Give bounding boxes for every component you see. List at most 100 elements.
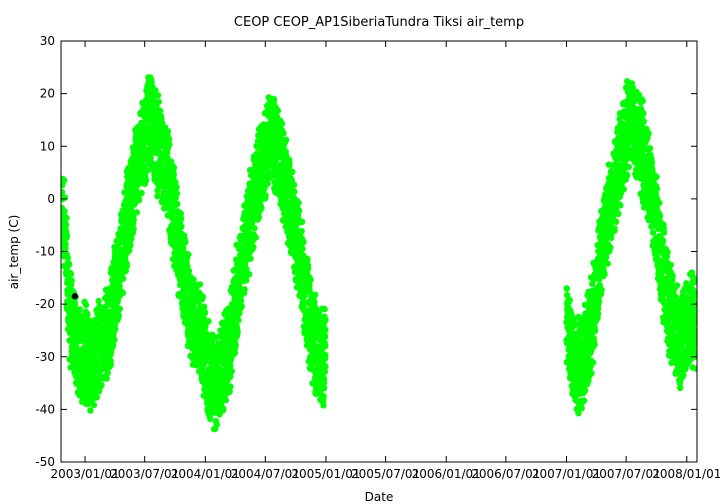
data-point xyxy=(71,301,79,309)
data-point xyxy=(110,342,117,349)
data-point xyxy=(290,181,298,189)
data-point xyxy=(304,255,311,263)
data-point xyxy=(63,214,70,222)
data-point xyxy=(602,254,610,261)
x-tick-label: 2005/07/01 xyxy=(351,467,420,481)
data-point xyxy=(220,405,227,413)
data-point xyxy=(154,92,162,99)
data-point xyxy=(207,415,214,422)
data-point xyxy=(243,277,250,284)
data-point xyxy=(185,267,193,275)
data-point xyxy=(61,208,68,215)
data-point xyxy=(156,107,164,115)
x-tick-label: 2006/07/01 xyxy=(471,467,540,481)
data-point xyxy=(588,370,595,377)
data-point xyxy=(581,387,589,394)
data-point xyxy=(155,98,162,106)
data-point xyxy=(321,384,328,392)
data-point xyxy=(126,247,133,254)
data-point xyxy=(130,216,137,224)
data-point xyxy=(298,218,306,225)
data-point xyxy=(601,270,608,278)
data-point xyxy=(104,369,112,376)
data-point xyxy=(283,136,290,143)
data-point xyxy=(645,130,652,137)
data-point xyxy=(653,173,660,181)
data-point xyxy=(84,311,91,318)
data-point xyxy=(177,215,185,222)
data-point xyxy=(693,307,697,314)
data-point xyxy=(120,275,127,282)
data-point xyxy=(656,199,663,207)
data-point xyxy=(591,327,599,334)
data-point xyxy=(67,270,75,278)
data-point xyxy=(115,312,123,319)
data-point xyxy=(234,328,241,336)
y-tick-label: -40 xyxy=(35,402,55,416)
data-point xyxy=(123,263,131,270)
data-point xyxy=(95,297,102,305)
data-point xyxy=(174,200,181,208)
x-tick-label: 2007/07/01 xyxy=(592,467,661,481)
data-point xyxy=(669,272,676,279)
data-point xyxy=(61,176,68,184)
data-point xyxy=(200,303,208,310)
data-point xyxy=(322,316,329,324)
data-point xyxy=(61,194,69,201)
data-point xyxy=(591,341,598,348)
data-point xyxy=(103,375,110,382)
data-point xyxy=(648,159,656,166)
data-point xyxy=(232,341,239,348)
data-point xyxy=(270,96,278,103)
highlight-point xyxy=(71,293,79,300)
data-point xyxy=(667,261,674,269)
data-point xyxy=(130,225,137,233)
data-point xyxy=(213,421,220,428)
data-point xyxy=(693,339,697,346)
data-point xyxy=(589,359,597,366)
data-point xyxy=(61,188,66,196)
data-point xyxy=(322,326,329,333)
data-point xyxy=(252,234,259,241)
data-point xyxy=(262,192,269,199)
data-point xyxy=(607,244,614,251)
data-point xyxy=(320,393,327,400)
data-point xyxy=(178,223,185,230)
y-tick-label: 30 xyxy=(40,34,55,48)
data-point xyxy=(164,128,172,135)
data-point xyxy=(228,368,235,375)
data-point xyxy=(692,278,697,285)
data-point xyxy=(320,402,327,409)
data-point xyxy=(617,202,624,209)
data-point xyxy=(135,197,143,204)
data-point xyxy=(82,301,90,309)
data-point xyxy=(611,225,618,232)
data-point xyxy=(165,135,173,143)
data-point xyxy=(250,244,257,251)
x-tick-label: 2008/01/01 xyxy=(652,467,720,481)
y-tick-label: 20 xyxy=(40,87,55,101)
data-point xyxy=(258,205,265,212)
data-point xyxy=(237,297,245,304)
data-point xyxy=(111,336,118,343)
data-point xyxy=(199,293,206,300)
data-point xyxy=(148,78,155,86)
y-tick-label: -30 xyxy=(35,350,55,364)
data-point xyxy=(673,282,681,289)
data-point xyxy=(604,260,611,267)
data-point xyxy=(116,305,124,312)
data-point xyxy=(623,172,631,179)
data-point xyxy=(615,210,622,218)
data-point xyxy=(289,168,296,176)
data-point xyxy=(227,373,234,381)
x-tick-label: 2003/07/01 xyxy=(110,467,179,481)
y-tick-label: -10 xyxy=(35,245,55,259)
data-point xyxy=(185,251,192,258)
data-point xyxy=(653,185,661,192)
data-point xyxy=(138,189,145,197)
data-point xyxy=(312,291,319,298)
data-point xyxy=(128,235,135,242)
data-point xyxy=(112,326,119,333)
y-tick-label: 0 xyxy=(47,192,55,206)
